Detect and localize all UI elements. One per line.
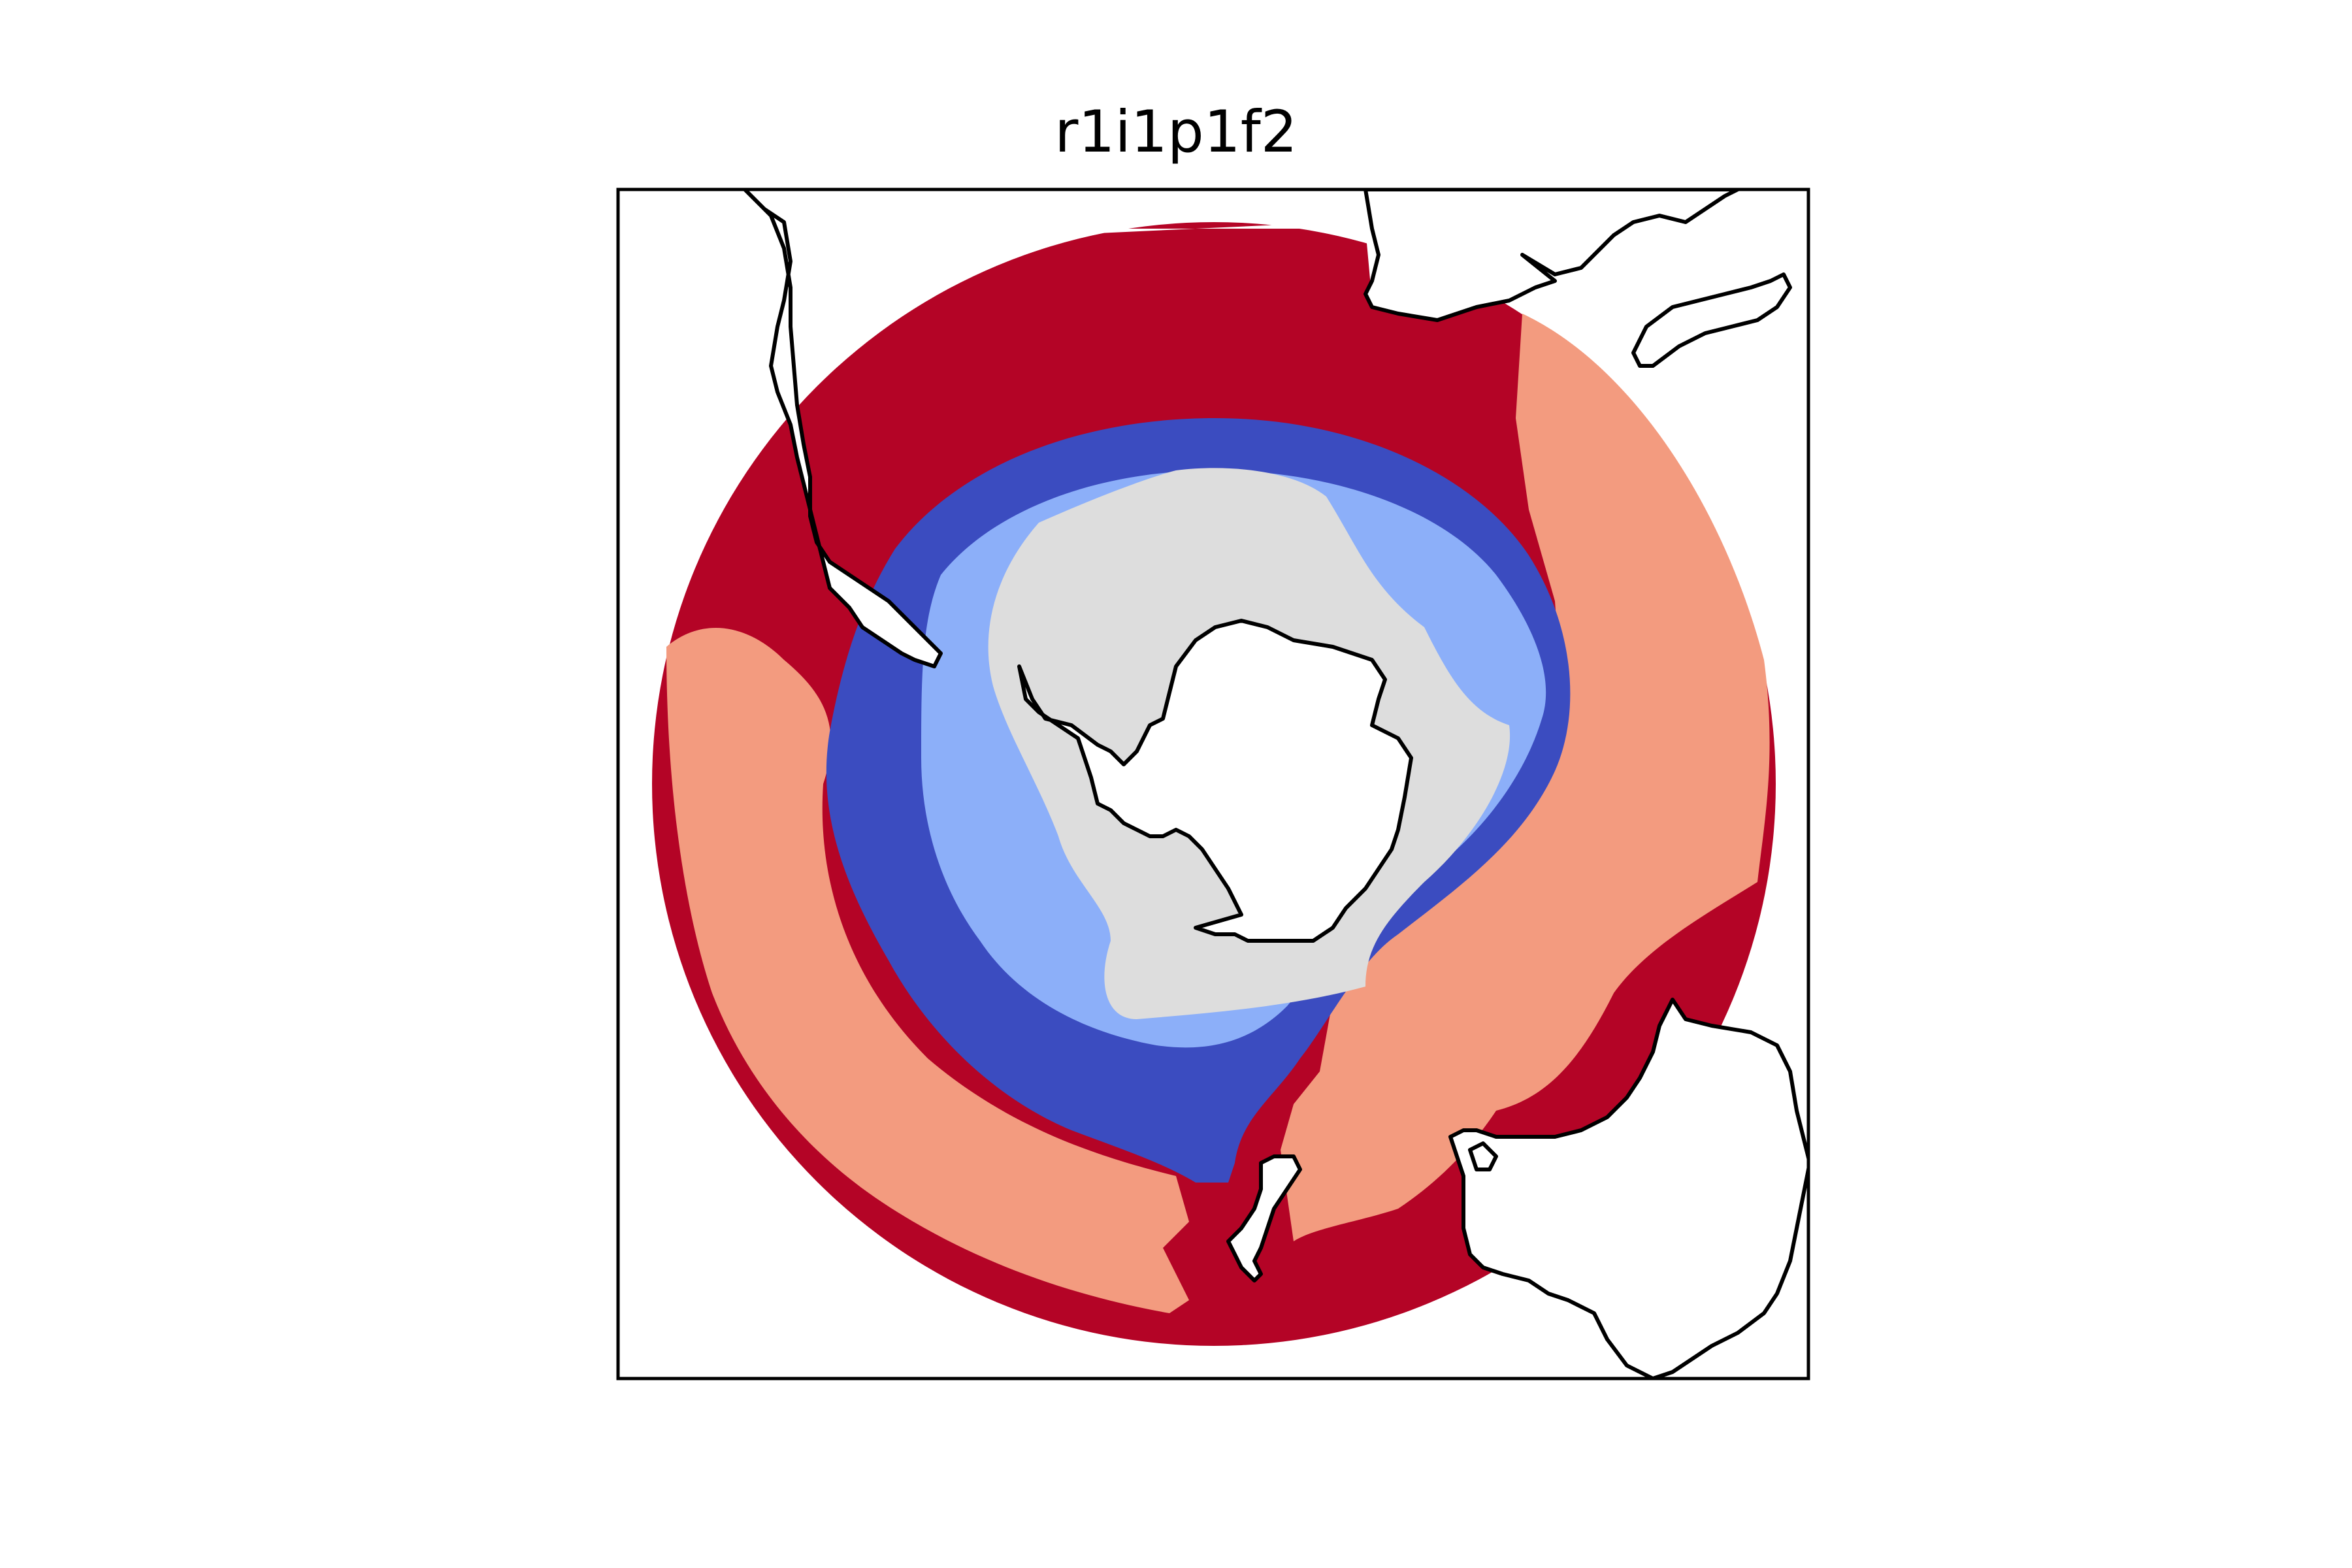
madagascar-landmass bbox=[1633, 274, 1790, 366]
africa-landmass bbox=[1365, 189, 1738, 320]
